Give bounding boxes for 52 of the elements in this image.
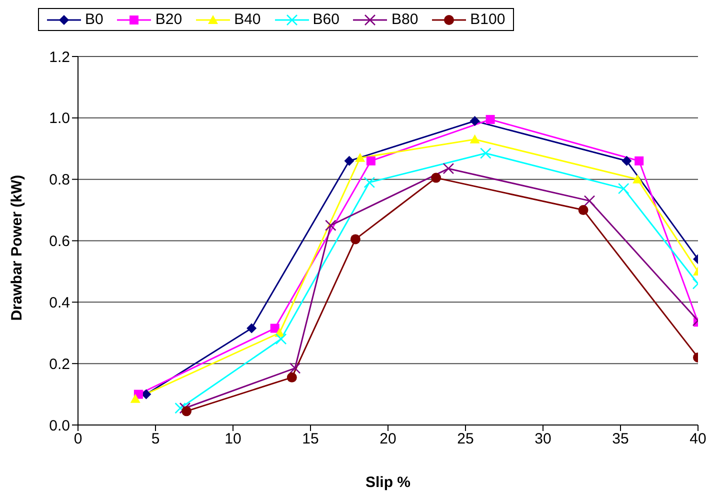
point xyxy=(350,234,360,244)
point xyxy=(179,402,191,414)
point xyxy=(355,152,366,162)
point xyxy=(618,182,630,194)
legend-label: B0 xyxy=(85,11,104,28)
point xyxy=(431,172,442,183)
point xyxy=(174,402,186,414)
x-tick-label: 25 xyxy=(457,430,474,448)
point xyxy=(286,372,297,382)
y-tick-label: 0.2 xyxy=(49,356,70,373)
point xyxy=(344,156,354,166)
point xyxy=(130,394,140,403)
point xyxy=(289,362,301,374)
legend-label: B20 xyxy=(155,11,182,28)
y-tick-label: 0.4 xyxy=(49,294,70,312)
y-tick-label: 0.8 xyxy=(49,172,70,189)
point xyxy=(584,195,596,206)
point xyxy=(364,176,376,188)
point xyxy=(470,116,480,126)
point xyxy=(634,156,644,166)
x-tick-label: 5 xyxy=(151,430,160,448)
point xyxy=(578,205,588,216)
point xyxy=(246,323,257,334)
x-tick-label: 10 xyxy=(224,430,242,448)
point xyxy=(480,148,492,159)
legend-label: B100 xyxy=(470,11,506,28)
y-axis-title: Drawbar Power (kW) xyxy=(8,174,26,321)
point xyxy=(275,333,287,345)
point xyxy=(366,156,376,166)
y-tick-label: 1.2 xyxy=(49,48,70,66)
x-tick-label: 15 xyxy=(302,430,319,448)
legend-label: B40 xyxy=(234,11,261,28)
x-tick-label: 40 xyxy=(690,430,706,448)
point xyxy=(622,156,632,166)
point xyxy=(182,406,192,416)
x-tick-label: 0 xyxy=(74,430,82,448)
y-tick-label: 1.0 xyxy=(49,110,70,128)
legend-label: B60 xyxy=(312,11,340,28)
y-tick-label: 0.6 xyxy=(49,233,70,250)
x-tick-label: 20 xyxy=(380,430,396,448)
x-axis-title: Slip % xyxy=(365,474,411,491)
legend-label: B80 xyxy=(391,11,418,28)
x-tick-label: 30 xyxy=(534,430,552,448)
y-tick-label: 0.0 xyxy=(49,417,70,434)
point xyxy=(141,389,152,400)
point xyxy=(270,324,280,333)
point xyxy=(486,114,495,124)
x-tick-label: 35 xyxy=(612,430,629,448)
point xyxy=(470,134,480,144)
point xyxy=(325,220,336,232)
point xyxy=(442,162,454,174)
point xyxy=(632,174,643,184)
